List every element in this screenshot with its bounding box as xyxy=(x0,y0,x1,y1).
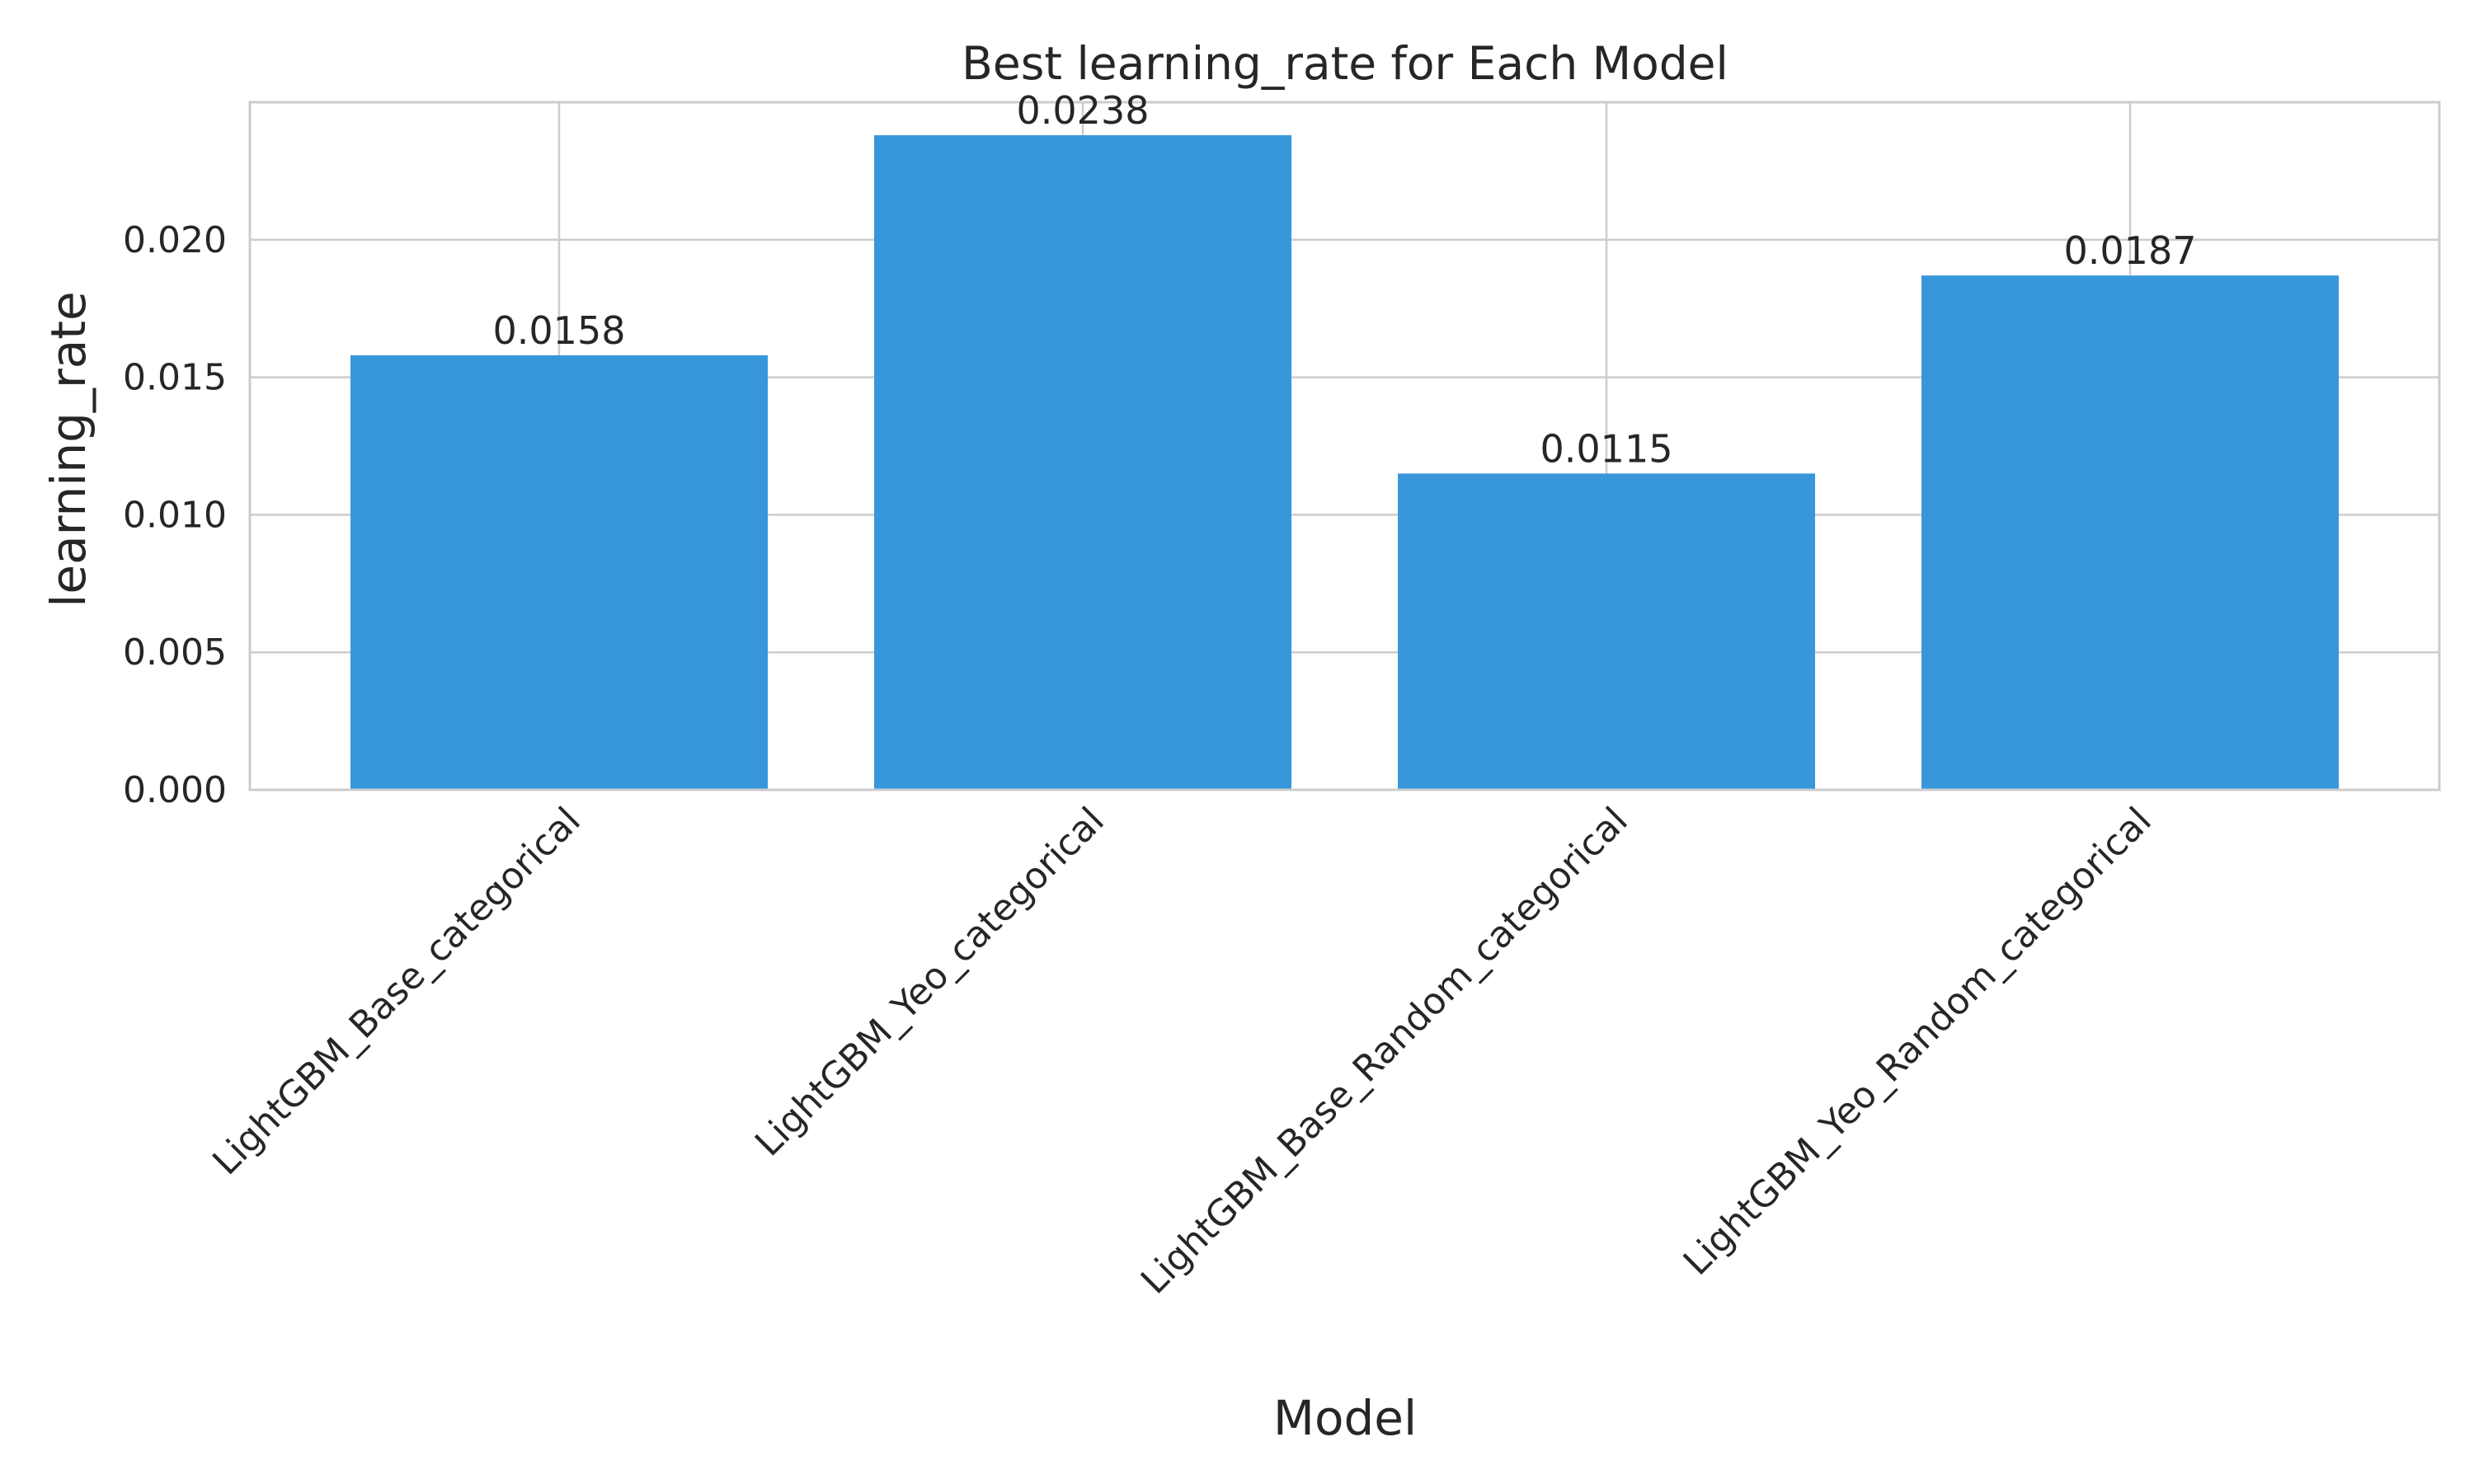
axes-frame xyxy=(248,101,2441,791)
axes-spines xyxy=(248,101,2441,791)
bar-layer xyxy=(350,135,2339,791)
bar xyxy=(350,355,768,790)
bar xyxy=(1398,473,1815,790)
y-tick-label: 0.005 xyxy=(123,632,227,674)
y-axis-label: learning_rate xyxy=(40,291,96,607)
x-axis-label: Model xyxy=(1273,1390,1417,1446)
bar xyxy=(874,135,1291,791)
bar-value-label: 0.0115 xyxy=(1540,426,1673,471)
y-tick-label: 0.015 xyxy=(123,357,227,399)
bar-value-label: 0.0238 xyxy=(1017,88,1150,133)
data-label-layer: 0.0158 0.0238 0.0115 0.0187 xyxy=(493,88,2197,471)
bar-value-label: 0.0158 xyxy=(493,308,626,353)
y-tick-label: 0.000 xyxy=(123,769,227,811)
y-tick-label: 0.020 xyxy=(123,219,227,261)
chart-title: Best learning_rate for Each Model xyxy=(962,37,1729,90)
y-axis-ticks: 0.000 0.005 0.010 0.015 0.020 xyxy=(123,219,227,811)
bar xyxy=(1921,275,2339,791)
y-tick-label: 0.010 xyxy=(123,494,227,536)
bar-value-label: 0.0187 xyxy=(2064,228,2197,273)
